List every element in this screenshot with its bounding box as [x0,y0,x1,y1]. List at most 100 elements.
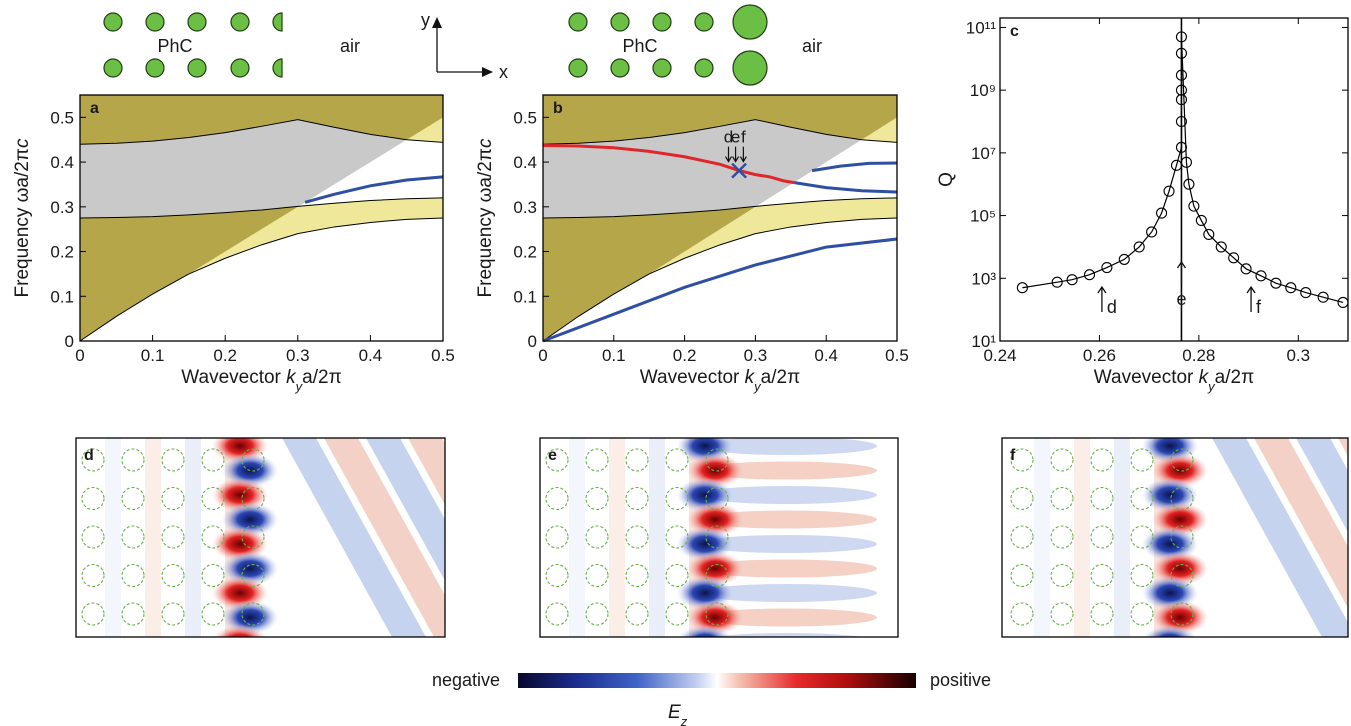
x-axis-label: Wavevector kya/2π [1094,367,1254,394]
field-column [609,438,625,637]
y-tick-label: 0.4 [50,153,74,172]
x-tick-label: 0.5 [431,346,455,365]
annotation-label: e [731,128,740,147]
y-tick-label: 0 [65,332,74,351]
field-column [1114,438,1130,637]
panel-letter: f [1010,447,1016,464]
field-map: f [1002,429,1351,659]
y-tick-label: 0 [528,332,537,351]
colorbar [518,673,916,688]
y-axis-label-part: Frequency [475,202,496,297]
y-tick-label: 10¹¹ [966,18,997,37]
panel-letter: c [1010,23,1019,40]
y-tick-label: 0.5 [513,108,537,127]
x-axis-label-part: Wavevector [1094,367,1199,388]
phc-label: PhC [157,36,192,56]
air-label: air [340,36,360,56]
field-map: e [540,429,898,659]
panel-letter: b [553,100,563,117]
field-column [105,438,121,637]
y-tick-label: 0.3 [513,198,537,217]
schematic-a [104,13,282,77]
annotation-arrow [1247,287,1255,312]
x-tick-label: 0 [75,346,84,365]
annotation-label: f [741,128,746,147]
figure: PhC air y x PhC air negative positive Ez… [0,0,1351,726]
y-tick-label: 10⁹ [970,81,996,100]
x-axis-label-part: a/2π [1215,367,1255,388]
panel-a: 0 0.1 0.2 0.3 0.4 0.5 0 0.1 0.2 0.3 0.4 0.5 Wavevect… [12,95,455,394]
y-tick-label: 10¹ [971,332,996,351]
x-tick-label: 0.2 [673,346,697,365]
page: { "schematic": {"a": {"phc": "PhC", "air… [0,0,1351,726]
y-axis-label-part: c [475,138,496,148]
y-axis-symbol: y [421,10,430,30]
x-axis-label: Wavevector kya/2π [640,367,800,394]
field-column [1074,438,1090,637]
y-tick-label: 10⁵ [970,207,996,226]
phc-label: PhC [622,36,657,56]
axes-arrows [432,17,493,77]
panel-c: def0.240.260.280.310¹10³10⁵10⁷10⁹10¹¹Wav… [936,18,1348,394]
x-tick-label: 0.26 [1083,346,1116,365]
field-pattern [569,429,877,659]
y-tick-label: 0.4 [513,153,537,172]
panel-b: def00.10.20.30.40.500.10.20.30.40.5Wavev… [475,95,909,394]
x-axis-symbol: x [499,62,508,82]
x-tick-label: 0.1 [602,346,626,365]
mode-line [812,163,897,171]
x-axis-label: Wavevector kya/2π [181,367,341,394]
mode-line [794,183,897,192]
schematic-b [569,5,767,85]
field-lobe [212,625,268,659]
y-tick-label: 10⁷ [971,144,996,163]
field-column [1034,438,1050,637]
y-axis-label-part: /2π [475,148,496,177]
y-tick-label: 0.1 [513,287,537,306]
field-lobe [1142,625,1198,659]
y-tick-label: 0.2 [50,243,74,262]
y-tick-label: 10³ [971,269,996,288]
fit-line [1022,37,1343,303]
x-axis-label-part: Wavevector [640,367,745,388]
y-axis-label: Q [936,172,957,187]
x-tick-label: 0 [538,346,547,365]
x-tick-label: 0.4 [814,346,838,365]
x-tick-label: 0.4 [359,346,383,365]
plot-frame [1000,18,1348,341]
x-axis-label-part: a/2π [302,367,342,388]
y-axis-label-part: /2π [12,148,33,177]
annotation-label: d [1107,297,1117,317]
y-tick-label: 0.1 [50,287,74,306]
colorbar-label: Ez [668,702,688,726]
x-tick-label: 0.2 [213,346,237,365]
y-tick-label: 0.3 [50,198,74,217]
field-column [185,438,201,637]
annotation-label: e [1176,289,1186,309]
x-axis-label-part: Wavevector [181,367,286,388]
y-axis-label: Frequency ωa/2πc [475,138,496,297]
panel-letter: a [90,100,99,117]
panel-letter: d [84,447,94,464]
y-axis-label-part: Frequency [12,202,33,297]
x-tick-label: 0.28 [1182,346,1215,365]
colorbar-label-part: E [668,702,681,723]
x-tick-label: 0.1 [141,346,165,365]
colorbar-negative: negative [432,670,500,690]
field-column [145,438,161,637]
field-column [649,438,665,637]
x-tick-label: 0.3 [286,346,310,365]
y-axis-label: Frequency ωa/2πc [12,138,33,297]
x-tick-label: 0.3 [744,346,768,365]
y-tick-label: 0.5 [50,108,74,127]
field-column [569,438,585,637]
y-axis-label-part: ωa [12,177,33,203]
annotation-arrow [1177,262,1185,285]
x-tick-label: 0.3 [1286,346,1310,365]
panel-letter: e [548,447,557,464]
x-tick-label: 0.5 [885,346,909,365]
y-axis-label-part: ωa [475,177,496,203]
colorbar-positive: positive [930,670,991,690]
colorbar-label-part: z [680,714,688,726]
x-axis-label-part: a/2π [761,367,801,388]
